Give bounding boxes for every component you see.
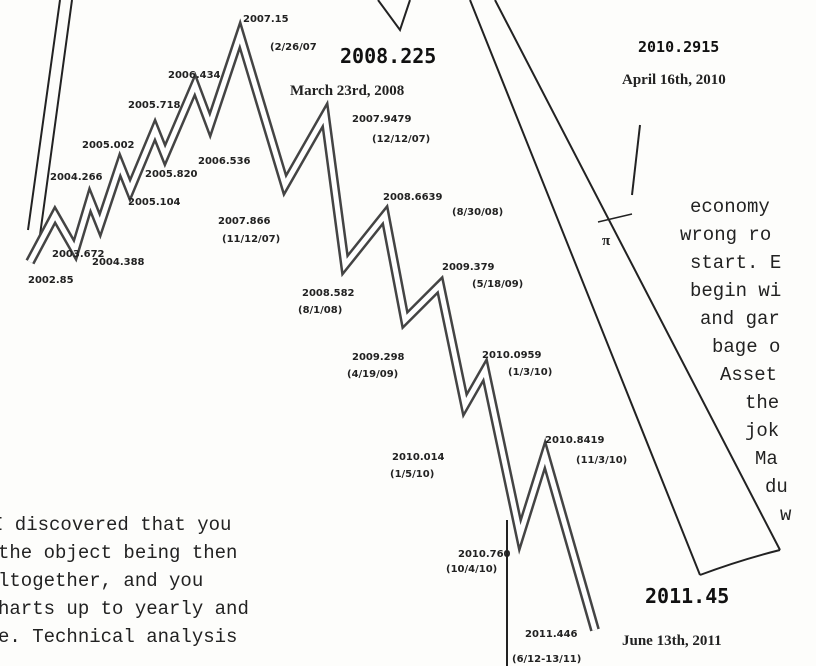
label: 2010.014 [392,452,445,463]
label: 2010.0959 [482,350,542,361]
text-line: and gar [700,308,780,330]
label: (8/30/08) [452,207,503,218]
text-line: the object being then [0,542,237,564]
ribbon-top [378,0,410,30]
text-line: du [765,476,788,498]
label: 2002.85 [28,275,74,286]
label: 2010.760 [458,549,511,560]
zigzag-inner [30,35,595,630]
text-line: harts up to yearly and [0,598,249,620]
label: (11/12/07) [222,234,280,245]
label: 2004.388 [92,257,145,268]
label: June 13th, 2011 [622,633,722,649]
label: 2006.536 [198,156,251,167]
labels: 2007.15 (2/26/07 2008.225 March 23rd, 20… [28,14,729,665]
ribbon-top-left [28,0,72,235]
label: (5/18/09) [472,279,523,290]
label: (4/19/09) [347,369,398,380]
label: 2008.582 [302,288,355,299]
label: 2006.434 [168,70,221,81]
text-line: bage o [712,336,780,358]
label: 2010.8419 [545,435,605,446]
label: (10/4/10) [446,564,497,575]
label: 2007.866 [218,216,271,227]
label: 2007.15 [243,14,289,25]
text-line: wrong ro [680,224,771,246]
text-line: begin wi [690,280,781,302]
label: (11/3/10) [576,455,627,466]
label: 2009.298 [352,352,405,363]
text-line: I discovered that you [0,514,231,536]
label: 2005.002 [82,140,135,151]
label: 2005.718 [128,100,181,111]
label: π [602,233,611,249]
text-line: Asset [720,364,777,386]
label: (12/12/07) [372,134,430,145]
pointer [632,125,640,195]
label: (6/12-13/11) [512,654,581,665]
label: March 23rd, 2008 [290,83,404,99]
label: 2007.9479 [352,114,412,125]
stick-band [598,214,632,222]
text-line: w [780,504,792,526]
label: 2011.45 [645,584,729,608]
label: (2/26/07 [270,42,317,53]
zigzag-ribbon [30,35,595,630]
text-line: the [745,392,779,414]
label: 2010.2915 [638,38,719,56]
label: 2008.6639 [383,192,443,203]
scan: 2007.15 (2/26/07 2008.225 March 23rd, 20… [0,0,816,666]
label: 2008.225 [340,44,436,68]
left-text: I discovered that you the object being t… [0,514,249,648]
label: (1/3/10) [508,367,552,378]
right-text: economy wrong ro start. E begin wi and g… [680,196,792,526]
label: 2004.266 [50,172,103,183]
text-line: start. E [690,252,781,274]
text-line: ltogether, and you [0,570,203,592]
label: 2011.446 [525,629,578,640]
label: 2005.820 [145,169,198,180]
text-line: Ma [755,448,778,470]
text-line: jok [745,420,779,442]
label: April 16th, 2010 [622,72,726,88]
label: (1/5/10) [390,469,434,480]
label: (8/1/08) [298,305,342,316]
text-line: e. Technical analysis [0,626,237,648]
text-line: economy [690,196,770,218]
label: 2009.379 [442,262,495,273]
label: 2005.104 [128,197,181,208]
